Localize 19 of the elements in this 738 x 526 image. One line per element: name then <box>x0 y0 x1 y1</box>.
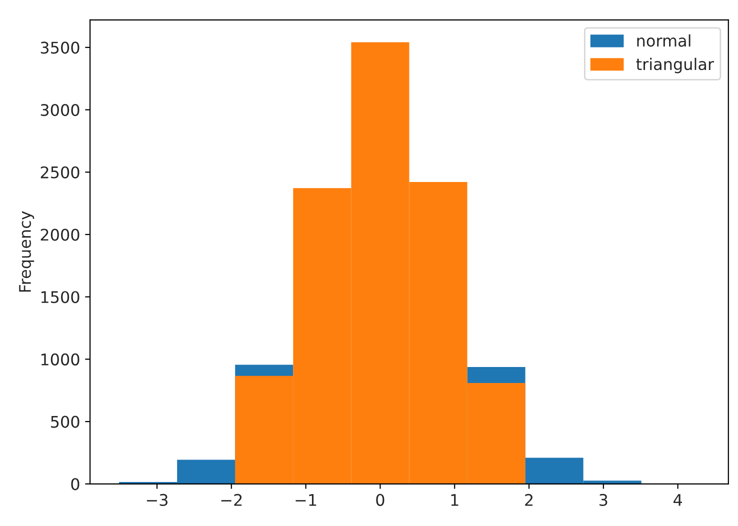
x-tick-label: −1 <box>296 494 316 506</box>
y-tick-label: 1000 <box>41 353 80 366</box>
y-tick-label: 0 <box>71 478 80 490</box>
legend-label: normal <box>637 34 690 47</box>
y-axis-title: Frequency <box>19 211 34 292</box>
x-tick-label: 3 <box>600 494 608 506</box>
y-tick-label: 1500 <box>41 291 80 304</box>
x-tick-label: 0 <box>376 494 384 506</box>
x-tick-label: −2 <box>221 494 242 506</box>
x-tick-label: 4 <box>674 494 682 506</box>
legend-label: triangular <box>636 58 714 74</box>
x-tick-label: −3 <box>146 494 168 506</box>
y-tick-label: 3500 <box>40 42 80 54</box>
y-tick-label: 500 <box>51 416 80 428</box>
y-tick-label: 2500 <box>40 166 80 178</box>
x-tick-label: 2 <box>525 494 532 506</box>
x-tick-label: 1 <box>451 494 458 506</box>
y-tick-label: 2000 <box>40 228 80 241</box>
y-tick-label: 3000 <box>40 104 80 116</box>
